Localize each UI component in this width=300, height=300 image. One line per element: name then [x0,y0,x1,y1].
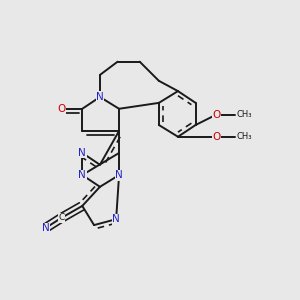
Text: N: N [42,223,49,233]
Text: N: N [96,92,104,102]
Text: C: C [58,213,65,222]
Text: CH₃: CH₃ [237,110,252,119]
Text: N: N [115,170,123,180]
Text: O: O [212,132,220,142]
Text: N: N [78,148,86,158]
Text: O: O [212,110,220,120]
Text: O: O [58,104,66,114]
Text: N: N [112,214,120,224]
Text: N: N [78,170,86,180]
Text: CH₃: CH₃ [237,132,252,141]
